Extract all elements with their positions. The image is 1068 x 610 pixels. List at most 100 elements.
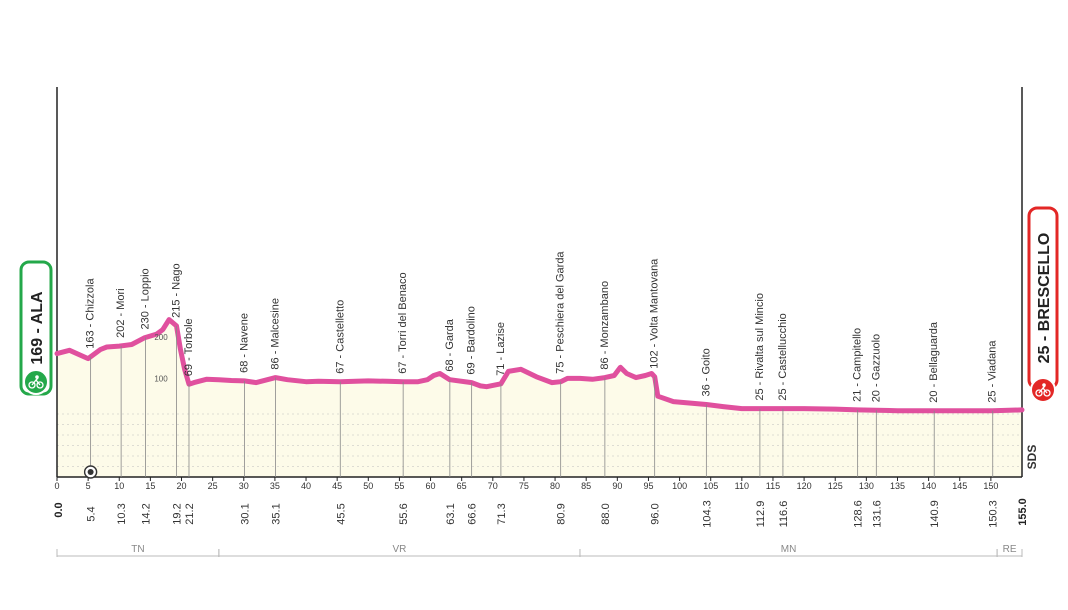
waypoint-label: 102 - Volta Mantovana [649, 258, 661, 369]
x-tick-label: 140 [921, 481, 936, 491]
x-tick-label: 105 [703, 481, 718, 491]
x-tick-label: 125 [828, 481, 843, 491]
waypoint-km-label: 55.6 [398, 503, 410, 524]
waypoint-km-label: 63.1 [445, 503, 457, 524]
waypoint-label: 86 - Malcesine [270, 298, 282, 370]
waypoint-label: 163 - Chizzola [85, 278, 97, 349]
sponsor-mark: SDS [1025, 445, 1039, 470]
region-label: RE [1003, 544, 1017, 555]
waypoint-km-label: 131.6 [871, 500, 883, 528]
waypoint-label: 20 - Gazzuolo [870, 334, 882, 402]
cyclist-icon [1030, 377, 1056, 403]
grid [57, 413, 1022, 467]
x-tick-label: 45 [332, 481, 342, 491]
x-tick-label: 5 [86, 481, 91, 491]
x-tick-label: 65 [457, 481, 467, 491]
x-tick-label: 40 [301, 481, 311, 491]
start-km-label: 0.0 [53, 502, 65, 517]
waypoint-km-label: 19.2 [172, 503, 184, 524]
x-tick-label: 60 [426, 481, 436, 491]
waypoint-km-label: 5.4 [86, 506, 98, 521]
waypoint-label: 215 - Nago [171, 263, 183, 317]
waypoint-label: 25 - Castellucchio [777, 313, 789, 400]
x-tick-label: 95 [643, 481, 653, 491]
x-tick-label: 10 [114, 481, 124, 491]
cyclist-icon [23, 369, 49, 395]
intermediate-sprint-icon [83, 465, 98, 479]
x-tick-label: 110 [735, 481, 749, 491]
waypoint-label: 36 - Goito [700, 348, 712, 396]
waypoint-label: 25 - Viadana [987, 340, 999, 403]
x-tick-label: 90 [612, 481, 622, 491]
profile-area-fill [57, 319, 1022, 477]
finish-km-label: 155.0 [1017, 498, 1029, 526]
waypoints: 163 - Chizzola 5.4 202 - Mori 10.3 230 - Lop… [85, 251, 1000, 528]
waypoint-km-label: 140.9 [929, 500, 941, 528]
waypoint-km-label: 88.0 [600, 503, 612, 524]
waypoint-km-label: 96.0 [650, 503, 662, 524]
start-label: 169 - ALA [29, 291, 46, 365]
waypoint-label: 67 - Castelletto [334, 300, 346, 374]
x-tick-label: 70 [488, 481, 498, 491]
x-tick-label: 20 [177, 481, 187, 491]
waypoint-km-label: 150.3 [988, 500, 1000, 528]
x-tick-label: 25 [208, 481, 218, 491]
x-tick-label: 50 [363, 481, 373, 491]
x-tick-label: 120 [797, 481, 812, 491]
waypoint-label: 202 - Mori [115, 288, 127, 338]
waypoint-label: 68 - Navene [238, 313, 250, 373]
x-tick-label: 100 [672, 481, 687, 491]
waypoint-label: 86 - Monzambano [599, 281, 611, 370]
x-tick-label: 145 [952, 481, 967, 491]
waypoint-label: 25 - Rivalta sul Mincio [754, 293, 766, 401]
x-tick-label: 135 [890, 481, 905, 491]
waypoint-km-label: 30.1 [239, 503, 251, 524]
finish-badge: 25 - BRESCELLO [1027, 206, 1059, 390]
x-tick-label: 0 [54, 481, 59, 491]
finish-label: 25 - BRESCELLO [1036, 233, 1053, 364]
x-tick-label: 35 [270, 481, 280, 491]
waypoint-km-label: 14.2 [140, 503, 152, 524]
profile-fill [57, 319, 1022, 477]
y-ticks: 100 200 [154, 333, 168, 383]
x-tick-label: 55 [394, 481, 404, 491]
waypoint-label: 71 - Lazise [495, 322, 507, 376]
x-tick-label: 30 [239, 481, 249, 491]
region-label: TN [131, 544, 144, 555]
waypoint-label: 67 - Torri del Benaco [397, 272, 409, 373]
waypoint-km-label: 104.3 [701, 500, 713, 528]
x-tick-label: 80 [550, 481, 560, 491]
x-tick-label: 130 [859, 481, 874, 491]
waypoint-km-label: 80.9 [556, 503, 568, 524]
waypoint-km-label: 10.3 [116, 503, 128, 524]
waypoint-km-label: 71.3 [496, 503, 508, 524]
waypoint-label: 75 - Peschiera del Garda [555, 251, 567, 374]
waypoint-label: 69 - Bardolino [466, 306, 478, 375]
waypoint-km-label: 21.2 [184, 503, 196, 524]
waypoint-km-label: 112.9 [755, 501, 767, 528]
waypoint-km-label: 128.6 [853, 500, 865, 528]
profile-line [54, 317, 1025, 414]
waypoint-label: 230 - Loppio [139, 268, 151, 329]
waypoint-label: 68 - Garda [444, 318, 456, 371]
waypoint-km-label: 35.1 [271, 503, 283, 524]
x-tick-label: 75 [519, 481, 529, 491]
y-tick-label: 100 [154, 375, 168, 384]
x-tick-label: 115 [766, 481, 780, 491]
waypoint-label: 69 - Torbole [183, 318, 195, 376]
x-ticks: 0 5 10 15 20 25 30 35 40 45 50 55 60 65 70 75 80 85 90 95 10… [54, 477, 998, 491]
waypoint-km-label: 66.6 [467, 503, 479, 524]
waypoint-km-label: 45.5 [335, 503, 347, 524]
waypoint-label: 20 - Bellaguarda [928, 321, 940, 403]
x-tick-label: 150 [983, 481, 998, 491]
profile-line-group [54, 317, 1025, 414]
region-label: VR [392, 544, 406, 555]
x-tick-label: 85 [581, 481, 591, 491]
waypoint-label: 21 - Campitello [852, 328, 864, 402]
waypoint-km-label: 116.6 [778, 501, 790, 528]
region-label: MN [781, 544, 797, 555]
regions: TN VR MN RE [56, 544, 1023, 557]
y-tick-label: 200 [154, 333, 168, 342]
x-tick-label: 15 [145, 481, 155, 491]
